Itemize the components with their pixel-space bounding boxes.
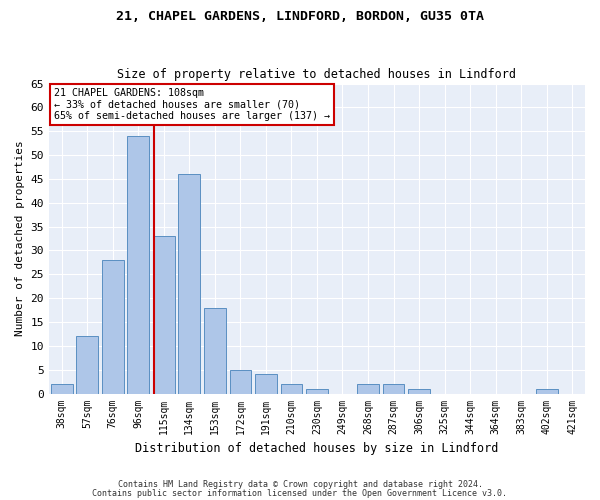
Text: Contains HM Land Registry data © Crown copyright and database right 2024.: Contains HM Land Registry data © Crown c… xyxy=(118,480,482,489)
Text: 21 CHAPEL GARDENS: 108sqm
← 33% of detached houses are smaller (70)
65% of semi-: 21 CHAPEL GARDENS: 108sqm ← 33% of detac… xyxy=(54,88,330,122)
Bar xyxy=(536,389,557,394)
Bar xyxy=(178,174,200,394)
Bar xyxy=(102,260,124,394)
Title: Size of property relative to detached houses in Lindford: Size of property relative to detached ho… xyxy=(118,68,517,81)
Text: 21, CHAPEL GARDENS, LINDFORD, BORDON, GU35 0TA: 21, CHAPEL GARDENS, LINDFORD, BORDON, GU… xyxy=(116,10,484,23)
Bar xyxy=(76,336,98,394)
Bar xyxy=(204,308,226,394)
Text: Contains public sector information licensed under the Open Government Licence v3: Contains public sector information licen… xyxy=(92,488,508,498)
Bar xyxy=(127,136,149,394)
Bar xyxy=(51,384,73,394)
Bar xyxy=(230,370,251,394)
Bar xyxy=(255,374,277,394)
Bar xyxy=(281,384,302,394)
Bar xyxy=(153,236,175,394)
Bar xyxy=(383,384,404,394)
Y-axis label: Number of detached properties: Number of detached properties xyxy=(15,140,25,336)
Bar xyxy=(408,389,430,394)
X-axis label: Distribution of detached houses by size in Lindford: Distribution of detached houses by size … xyxy=(135,442,499,455)
Bar xyxy=(306,389,328,394)
Bar xyxy=(357,384,379,394)
